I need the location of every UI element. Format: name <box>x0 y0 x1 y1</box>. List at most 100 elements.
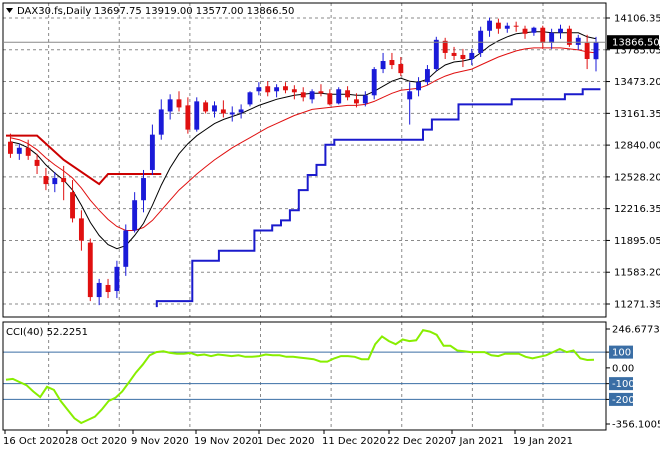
candle-body <box>469 52 475 59</box>
price-panel <box>6 17 601 308</box>
candle-body <box>451 52 457 56</box>
candle-body <box>167 99 173 112</box>
candle-body <box>16 147 22 154</box>
candle-body <box>78 218 84 241</box>
candle-body <box>291 89 297 93</box>
candle-body <box>158 109 164 135</box>
symbol-label: DAX30.fs,Daily <box>17 6 91 17</box>
candle-body <box>43 176 49 185</box>
price-tick-label: 11271.35 <box>614 300 660 311</box>
cci-tick-label: 100 <box>612 348 631 359</box>
cci-panel <box>3 328 606 425</box>
price-tick-label: 13161.35 <box>614 109 660 120</box>
time-axis-labels: 16 Oct 2020 28 Oct 2020 9 Nov 2020 19 Nov 2… <box>3 430 573 447</box>
price-tick-label: 12840.00 <box>614 141 660 152</box>
candle-body <box>229 112 235 115</box>
signal-path <box>6 134 162 186</box>
candle-body <box>371 69 377 96</box>
candle-body <box>247 92 253 105</box>
candle-body <box>442 40 448 53</box>
cci-axis-labels: 246.6773 100 0.00 -100 -200 -356.1005 <box>606 325 660 431</box>
time-tick-label: 19 Nov 2020 <box>194 436 258 447</box>
cci-header-label: CCI(40) 52.2251 <box>6 327 88 338</box>
candle-body <box>149 134 155 170</box>
candle-body <box>540 27 546 43</box>
candle-body <box>114 266 120 292</box>
candle-body <box>566 28 572 45</box>
ohlc-values: 13697.75 13919.00 13577.00 13866.50 <box>94 6 294 17</box>
cci-level-box <box>609 377 633 391</box>
candle-body <box>318 91 324 94</box>
candle-body <box>522 28 528 34</box>
cci-tick-label: -100 <box>612 379 635 390</box>
candle-body <box>416 82 421 91</box>
candle-body <box>105 284 111 293</box>
candle-body <box>274 87 280 92</box>
candle-body <box>531 27 537 33</box>
candle-body <box>96 282 102 298</box>
candle-body <box>327 93 333 105</box>
candle-body <box>212 105 217 112</box>
signal-line <box>6 134 162 186</box>
candle-body <box>34 159 40 166</box>
trailing-stop-path <box>155 88 601 308</box>
cci-level-lines <box>3 351 606 400</box>
candle-body <box>336 89 342 104</box>
current-price-box <box>607 35 659 50</box>
price-tick-label: 11583.20 <box>614 268 660 279</box>
candle-body <box>25 147 31 156</box>
grid-lines <box>3 3 606 430</box>
price-tick-label: 12528.20 <box>614 172 660 183</box>
candle-body <box>194 101 200 130</box>
ema-fast-path <box>10 31 597 250</box>
candle-body <box>300 92 306 98</box>
candle-body <box>220 109 226 114</box>
candle-body <box>354 99 359 104</box>
candle-body <box>123 230 129 267</box>
candle-body <box>593 42 599 60</box>
candle-body <box>132 200 138 231</box>
candle-body <box>238 109 244 113</box>
price-tick-label: 13785.05 <box>614 45 660 56</box>
cci-tick-label: -356.1005 <box>612 420 660 431</box>
time-tick-label: 19 Jan 2021 <box>513 436 573 447</box>
cci-line <box>5 328 595 425</box>
candle-body <box>380 61 386 70</box>
candle-body <box>575 37 581 45</box>
candle-body <box>407 91 413 100</box>
ema-fast-line <box>10 31 597 250</box>
candle-body <box>495 22 501 29</box>
candle-body <box>70 192 75 219</box>
price-tick-label: 11895.05 <box>614 236 660 247</box>
price-tick-label: 14106.35 <box>614 14 660 25</box>
candle-body <box>504 25 510 29</box>
current-price-text: 13866.50 <box>612 38 660 49</box>
panel-frames <box>2 2 607 431</box>
candle-body <box>389 60 395 66</box>
candle-body <box>141 178 146 201</box>
candle-body <box>176 99 182 108</box>
price-axis-labels: 14106.35 13785.05 13473.20 13161.35 12840.00… <box>606 14 660 311</box>
candle-body <box>52 178 58 185</box>
candle-body <box>256 87 262 92</box>
candle-body <box>549 32 555 43</box>
cci-tick-label: 246.6773 <box>612 325 660 336</box>
cci-level-box <box>609 345 633 359</box>
candle-body <box>87 242 93 298</box>
candle-body <box>283 86 288 91</box>
candle-body <box>7 141 13 154</box>
candle-body <box>362 95 368 104</box>
time-tick-label: 22 Dec 2020 <box>387 436 451 447</box>
time-tick-label: 9 Nov 2020 <box>131 436 189 447</box>
candle-body <box>487 20 492 31</box>
dropdown-triangle-icon[interactable] <box>6 8 13 13</box>
candle-body <box>460 54 466 59</box>
price-frame <box>2 2 607 318</box>
candle-body <box>584 42 590 59</box>
price-tick-label: 12216.35 <box>614 204 660 215</box>
candlestick-series <box>7 17 599 306</box>
ema-slow-line <box>10 47 597 231</box>
current-price-tag: 13866.50 <box>3 35 660 50</box>
cci-tick-label: -200 <box>612 395 635 406</box>
